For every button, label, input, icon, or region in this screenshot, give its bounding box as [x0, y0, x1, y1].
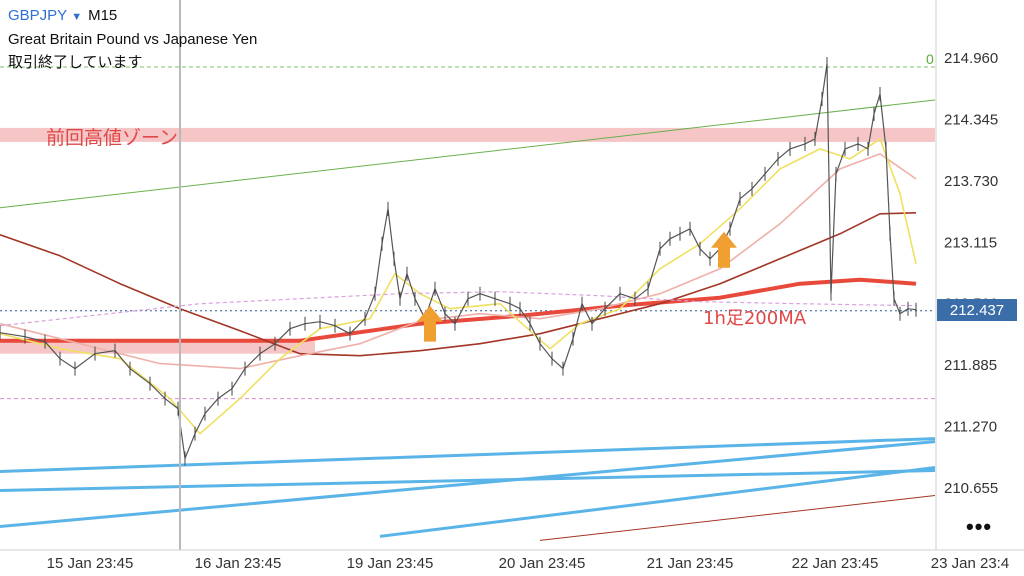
ma-label: 1h足200MA	[703, 308, 807, 329]
trendline-5[interactable]	[539, 495, 936, 541]
trendline-0[interactable]	[0, 99, 936, 209]
more-options-icon[interactable]: •••	[966, 514, 993, 539]
chart-header: GBPJPY ▼ M15	[8, 7, 117, 24]
trendline-3[interactable]	[0, 440, 936, 528]
level-label: 0	[926, 51, 934, 67]
x-tick-label: 19 Jan 23:45	[347, 555, 434, 572]
y-tick-label: 211.270	[944, 419, 997, 436]
moving-average-0	[0, 277, 917, 343]
moving-average-4	[0, 291, 917, 327]
x-tick-label: 23 Jan 23:4	[931, 555, 1009, 572]
zone-label: 前回高値ゾーン	[46, 127, 178, 149]
zone-rect-0	[0, 127, 935, 142]
annotation-arrow-up-0	[417, 305, 443, 342]
annotation-arrow-up-1	[711, 231, 737, 268]
instrument-description: Great Britain Pound vs Japanese Yen	[8, 31, 258, 48]
price-line	[0, 63, 917, 461]
x-tick-label: 20 Jan 23:45	[499, 555, 586, 572]
dropdown-caret-icon[interactable]: ▼	[71, 11, 83, 23]
x-tick-label: 15 Jan 23:45	[47, 555, 134, 572]
timeframe-label[interactable]: M15	[88, 7, 118, 24]
y-tick-label: 213.115	[944, 234, 997, 251]
y-tick-label: 211.885	[944, 357, 997, 374]
current-price-label: 212.437	[950, 302, 1004, 319]
x-tick-label: 22 Jan 23:45	[792, 555, 879, 572]
y-tick-label: 214.960	[944, 50, 998, 67]
current-price-badge	[937, 299, 1017, 322]
x-tick-label: 21 Jan 23:45	[647, 555, 734, 572]
y-tick-label: 214.345	[944, 111, 998, 128]
trendline-2[interactable]	[0, 469, 936, 492]
x-tick-label: 16 Jan 23:45	[195, 555, 282, 572]
symbol-selector[interactable]: GBPJPY	[8, 7, 68, 24]
trendline-4[interactable]	[379, 466, 936, 538]
moving-average-2	[0, 153, 917, 370]
y-tick-label: 213.730	[944, 173, 998, 190]
trendline-1[interactable]	[0, 437, 936, 473]
moving-average-3	[0, 138, 917, 435]
y-tick-label: 210.655	[944, 480, 998, 497]
market-status: 取引終了しています	[8, 54, 143, 71]
moving-average-1	[0, 212, 917, 357]
